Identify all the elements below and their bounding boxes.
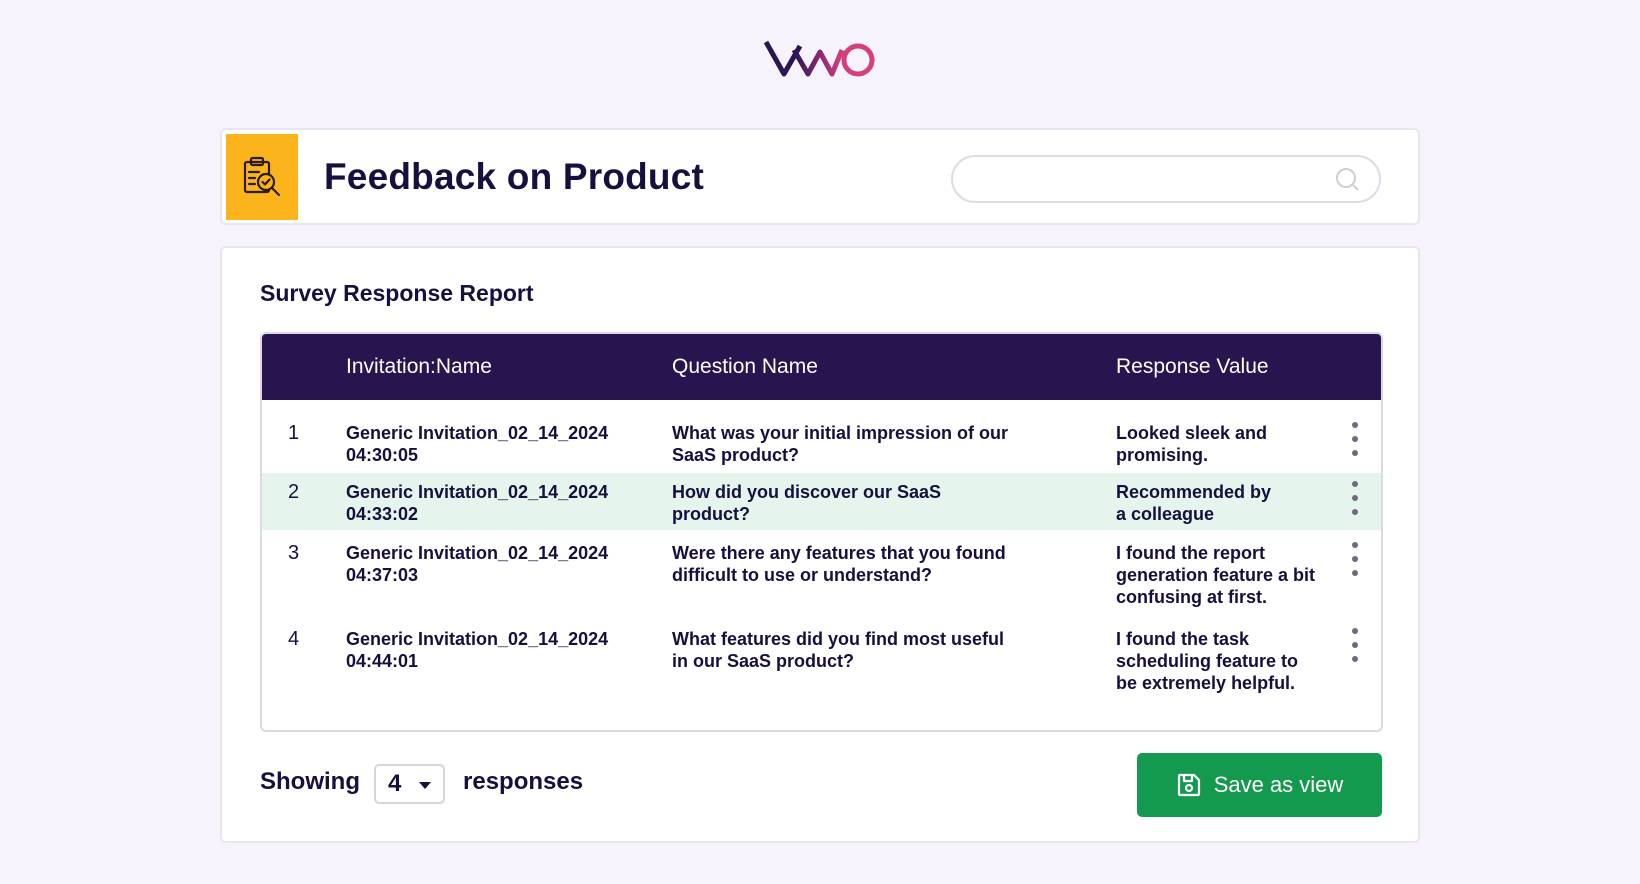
invitation-name: Generic Invitation_02_14_2024 04:30:05 [346,423,609,465]
header-card: Feedback on Product [220,128,1420,225]
question-name: Were there any features that you found d… [672,543,1006,585]
search-icon[interactable] [1333,165,1361,193]
table-header: Invitation:Name Question Name Response V… [262,334,1381,400]
page-title: Feedback on Product [324,156,705,197]
floppy-disk-icon [1177,773,1200,797]
chevron-down-icon [419,782,431,789]
search-input[interactable] [953,157,1333,201]
table-row[interactable]: 2 Generic Invitation_02_14_2024 04:33:02… [262,473,1381,530]
clipboard-search-icon [243,156,281,197]
response-value: I found the report generation feature a … [1116,543,1316,607]
row-number: 4 [288,628,300,650]
row-menu-icon[interactable] [1349,481,1361,515]
row-menu-icon[interactable] [1349,542,1361,576]
page-size-select[interactable]: 4 [374,764,445,804]
row-menu-icon[interactable] [1349,422,1361,456]
row-number: 3 [288,542,300,564]
response-value: Recommended by a colleague [1116,482,1272,524]
invitation-name: Generic Invitation_02_14_2024 04:37:03 [346,543,609,585]
table-row[interactable]: 4 Generic Invitation_02_14_2024 04:44:01… [262,620,1381,710]
row-number: 2 [288,481,300,503]
invitation-name: Generic Invitation_02_14_2024 04:44:01 [346,629,609,671]
column-header-response[interactable]: Response Value [1116,355,1269,378]
column-header-invitation[interactable]: Invitation:Name [346,355,492,378]
question-name: How did you discover our SaaS product? [672,482,942,524]
table-row[interactable]: 1 Generic Invitation_02_14_2024 04:30:05… [262,408,1381,473]
vwo-logo [764,40,875,77]
page-size-value: 4 [388,770,402,797]
invitation-name: Generic Invitation_02_14_2024 04:33:02 [346,482,609,524]
save-as-view-button[interactable]: Save as view [1137,753,1382,817]
responses-label: responses [463,768,584,795]
question-name: What features did you find most useful i… [672,629,1005,671]
row-menu-icon[interactable] [1349,628,1361,662]
header-badge [226,134,298,220]
response-table: Invitation:Name Question Name Response V… [260,332,1383,732]
response-value: Looked sleek and promising. [1116,423,1268,465]
save-button-label: Save as view [1213,772,1344,797]
question-name: What was your initial impression of our … [672,423,1009,465]
showing-label: Showing [260,768,360,795]
table-row[interactable]: 3 Generic Invitation_02_14_2024 04:37:03… [262,530,1381,620]
column-header-question[interactable]: Question Name [672,355,818,378]
row-number: 1 [288,422,300,444]
report-card: Survey Response Report Invitation:Name Q… [220,246,1420,843]
search-box[interactable] [951,155,1381,203]
report-title: Survey Response Report [260,280,534,306]
response-value: I found the task scheduling feature to b… [1116,629,1299,693]
